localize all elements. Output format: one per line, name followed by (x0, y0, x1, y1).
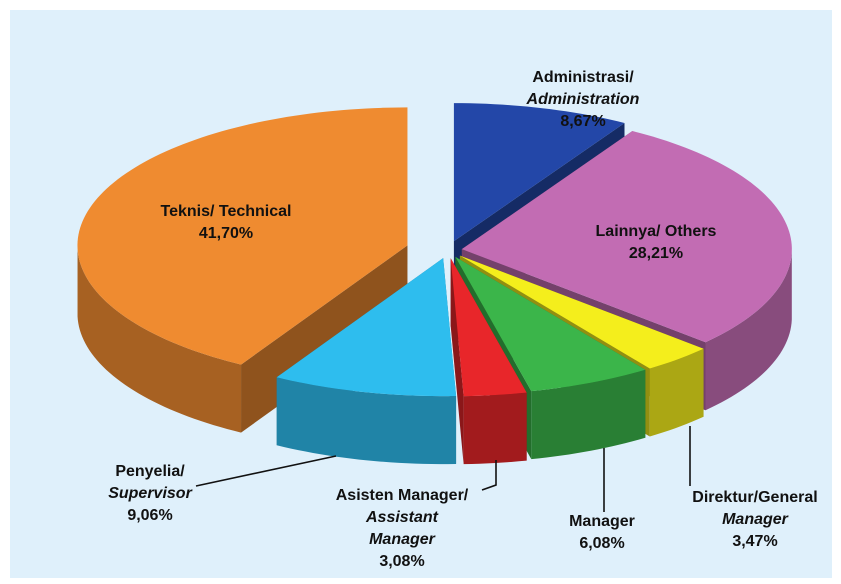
slice (276, 258, 457, 397)
value-label: 9,06% (127, 507, 172, 524)
leader-lines (195, 426, 691, 512)
slice-side (649, 348, 704, 437)
labels: Administrasi/Administration 8,67% Lainnya/… (108, 69, 817, 570)
slice-face (450, 258, 464, 465)
value-label: 28,21% (629, 245, 683, 262)
slice-label: Administration (526, 91, 640, 108)
slice (459, 255, 704, 369)
slice-label: Manager (722, 511, 789, 528)
slice-label: Direktur/General (692, 489, 817, 506)
slice (461, 131, 792, 343)
slice-label: Manager (369, 531, 436, 548)
value-label: 6,08% (579, 535, 624, 552)
value-label: 8,67% (560, 113, 605, 130)
value-label: 3,47% (732, 533, 777, 550)
slice-label: Supervisor (108, 485, 192, 502)
slice-label: Administrasi/ (532, 69, 634, 86)
slice-label: Teknis/ Technical (160, 203, 291, 220)
value-label: 3,08% (379, 553, 424, 570)
pie (77, 103, 792, 465)
slice-side (77, 248, 242, 433)
slice (450, 258, 527, 397)
slice-label: Asisten Manager/ (336, 487, 469, 504)
slice (453, 103, 625, 242)
slice-side (463, 392, 527, 465)
leader-line (195, 455, 337, 487)
slice-label: Lainnya/ Others (596, 223, 717, 240)
slice-label: Assistant (365, 509, 439, 526)
leader-line (481, 460, 497, 491)
slice (455, 256, 646, 392)
slice-side (276, 377, 457, 465)
value-label: 41,70% (199, 225, 253, 242)
slice-label: Manager (569, 513, 635, 530)
slice-label: Penyelia/ (115, 463, 185, 480)
slice-side (531, 369, 646, 460)
slice (77, 107, 408, 365)
slice-side (705, 251, 792, 411)
